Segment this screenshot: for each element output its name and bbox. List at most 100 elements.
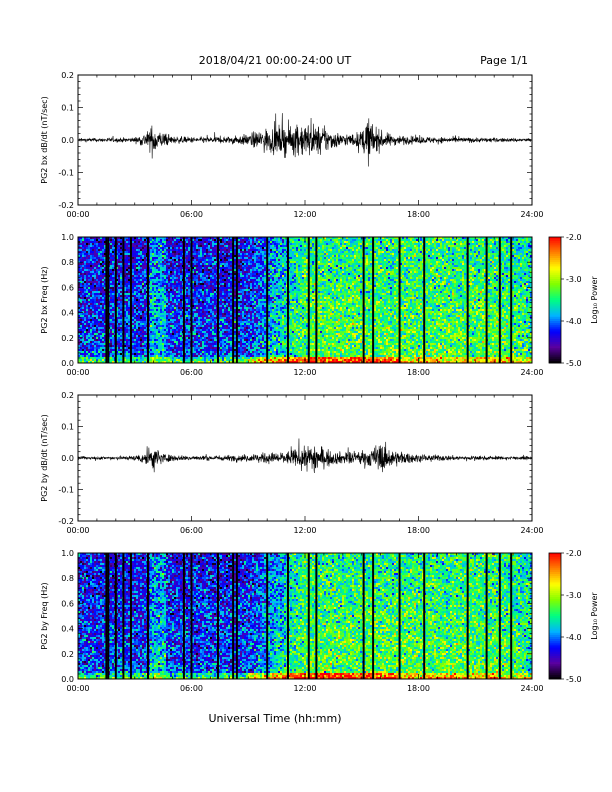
- y-axis-label: PG2 by dB/dt (nT/sec): [40, 414, 49, 501]
- x-tick-label: 24:00: [520, 526, 543, 535]
- data-gap-line: [315, 553, 318, 679]
- data-gap-line: [510, 553, 513, 679]
- y-tick-label: -0.2: [58, 201, 74, 210]
- y-axis-label: PG2 bx dB/dt (nT/sec): [40, 96, 49, 183]
- colorbar-tick-label: -2.0: [566, 233, 582, 242]
- data-gap-line: [286, 237, 289, 363]
- colorbar-label: Log₁₀ Power: [590, 592, 599, 640]
- data-gap-line: [232, 553, 235, 679]
- data-gap-line: [423, 553, 426, 679]
- colorbar-tick-label: -4.0: [566, 317, 582, 326]
- data-gap-line: [216, 237, 219, 363]
- y-tick-label: 0.2: [61, 71, 74, 80]
- colorbar: -2.0 -3.0 -4.0 -5.0 Log₁₀ Power: [548, 549, 599, 684]
- y-tick-label: 0.0: [61, 359, 74, 368]
- x-tick-label: 18:00: [407, 684, 430, 693]
- y-tick-label: 0.4: [61, 309, 74, 318]
- y-tick-label: 0.2: [61, 650, 74, 659]
- by-spectrogram-panel: -2.0 -3.0 -4.0 -5.0 Log₁₀ Power 00:00 06:00 12:…: [40, 549, 599, 693]
- y-tick-label: 0.8: [61, 258, 74, 267]
- x-tick-label: 12:00: [293, 684, 316, 693]
- y-tick-label: 0.6: [61, 599, 74, 608]
- spectrogram-cells: [78, 237, 533, 364]
- y-tick-label: -0.1: [58, 486, 74, 495]
- y-tick-label: 1.0: [61, 549, 74, 558]
- y-tick-label: 0.4: [61, 625, 74, 634]
- data-gap-line: [398, 237, 401, 363]
- data-gap-line: [510, 237, 513, 363]
- data-gap-line: [485, 553, 488, 679]
- data-gap-line: [362, 237, 365, 363]
- data-gap-line: [466, 237, 469, 363]
- colorbar-label: Log₁₀ Power: [590, 276, 599, 324]
- y-tick-label: 0.8: [61, 574, 74, 583]
- y-axis-label: PG2 bx Freq (Hz): [40, 266, 49, 333]
- data-gap-line: [362, 553, 365, 679]
- data-gap-line: [307, 237, 310, 363]
- data-gap-line: [423, 237, 426, 363]
- y-tick-label: 0.0: [61, 454, 74, 463]
- colorbar-tick-label: -3.0: [566, 275, 582, 284]
- y-tick-label: 0.6: [61, 283, 74, 292]
- data-gap-line: [232, 237, 235, 363]
- x-tick-label: 06:00: [180, 684, 203, 693]
- x-tick-label: 00:00: [66, 210, 89, 219]
- x-tick-label: 12:00: [293, 368, 316, 377]
- y-tick-label: 0.1: [61, 423, 74, 432]
- data-gap-line: [466, 553, 469, 679]
- data-gap-line: [107, 553, 110, 679]
- x-tick-label: 06:00: [180, 526, 203, 535]
- data-gap-line: [105, 237, 108, 363]
- x-tick-label: 06:00: [180, 210, 203, 219]
- data-gap-line: [190, 237, 193, 363]
- y-tick-label: 0.0: [61, 675, 74, 684]
- y-tick-label: 0.2: [61, 391, 74, 400]
- bx-spectrogram-panel: -2.0 -3.0 -4.0 -5.0 Log₁₀ Power 00:00 06:00 12:…: [40, 233, 599, 377]
- data-gap-line: [129, 237, 132, 363]
- colorbar-tick-label: -5.0: [566, 675, 582, 684]
- data-gap-line: [398, 553, 401, 679]
- data-gap-line: [307, 553, 310, 679]
- data-gap-line: [182, 237, 185, 363]
- x-tick-label: 24:00: [520, 684, 543, 693]
- data-gap-line: [485, 237, 488, 363]
- date-range-title: 2018/04/21 00:00-24:00 UT: [199, 54, 352, 67]
- x-tick-label: 18:00: [407, 368, 430, 377]
- colorbar-tick-label: -4.0: [566, 633, 582, 642]
- data-gap-line: [107, 237, 110, 363]
- data-gap-line: [235, 237, 238, 363]
- data-gap-line: [315, 237, 318, 363]
- data-gap-line: [146, 237, 149, 363]
- x-tick-label: 18:00: [407, 210, 430, 219]
- colorbar-frame: [548, 236, 562, 364]
- data-gap-line: [122, 237, 125, 363]
- data-gap-line: [286, 553, 289, 679]
- y-tick-label: 0.0: [61, 136, 74, 145]
- bx-dbdt-panel: 00:00 06:00 12:00 18:00 24:00 0.2 0.1 0.0 -0.1 -0…: [40, 71, 544, 219]
- colorbar: -2.0 -3.0 -4.0 -5.0 Log₁₀ Power: [548, 233, 599, 368]
- y-axis-label: PG2 by Freq (Hz): [40, 582, 49, 649]
- y-tick-label: -0.2: [58, 517, 74, 526]
- data-gap-line: [235, 553, 238, 679]
- dbdt-trace: [77, 438, 533, 473]
- data-gap-line: [190, 553, 193, 679]
- page-indicator: Page 1/1: [480, 54, 528, 67]
- data-gap-line: [114, 237, 117, 363]
- data-gap-line: [129, 553, 132, 679]
- data-gap-line: [216, 553, 219, 679]
- by-dbdt-panel: 00:00 06:00 12:00 18:00 24:00 0.2 0.1 0.0 -0.1 -0…: [40, 391, 544, 535]
- chart-panels: 00:00 06:00 12:00 18:00 24:00 0.2 0.1 0.0 -0.1 -0…: [40, 71, 599, 693]
- spectrogram-cells: [78, 553, 533, 680]
- x-tick-label: 24:00: [520, 210, 543, 219]
- data-gap-line: [122, 553, 125, 679]
- x-tick-label: 12:00: [293, 526, 316, 535]
- colorbar-tick-label: -5.0: [566, 359, 582, 368]
- x-tick-label: 18:00: [407, 526, 430, 535]
- data-gap-line: [146, 553, 149, 679]
- x-axis-title: Universal Time (hh:mm): [209, 712, 342, 725]
- data-gap-line: [105, 553, 108, 679]
- y-tick-label: -0.1: [58, 169, 74, 178]
- x-tick-label: 12:00: [293, 210, 316, 219]
- colorbar-tick-label: -3.0: [566, 591, 582, 600]
- data-gap-line: [182, 553, 185, 679]
